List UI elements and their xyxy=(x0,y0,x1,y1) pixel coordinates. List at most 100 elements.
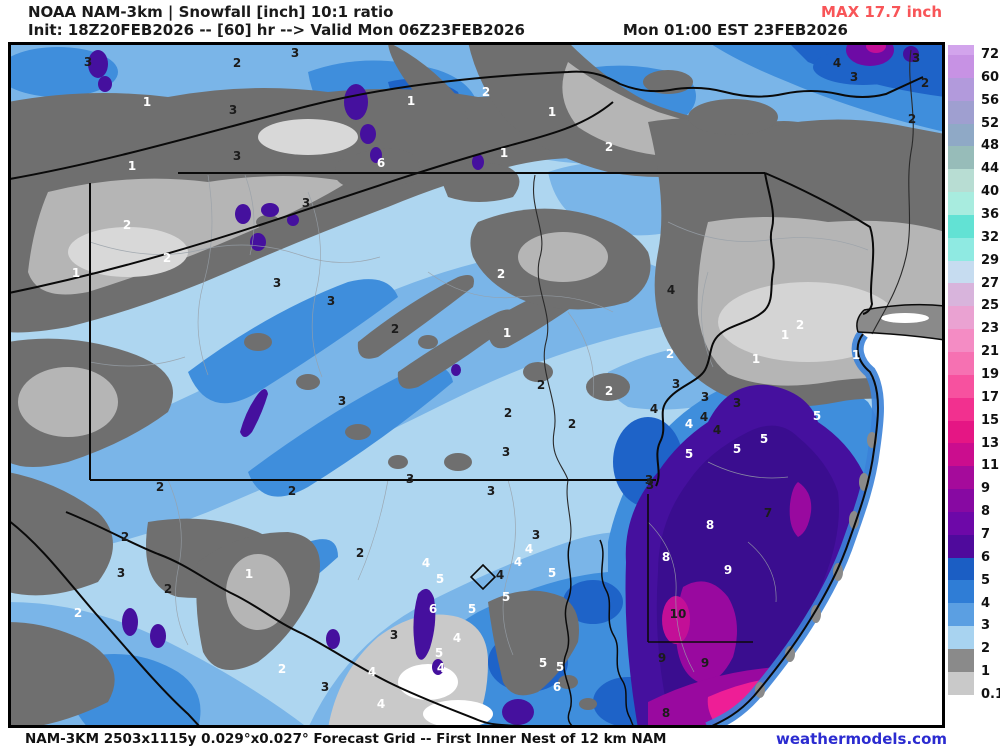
contour-label: 2 xyxy=(288,484,296,498)
contour-label: 3 xyxy=(502,445,510,459)
colorbar-tick-label: 72 xyxy=(981,47,1000,62)
contour-label: 2 xyxy=(123,218,131,232)
contour-label: 8 xyxy=(662,706,670,720)
contour-label: 1 xyxy=(245,567,253,581)
contour-label: 4 xyxy=(713,423,721,437)
contour-label: 2 xyxy=(908,112,916,126)
colorbar-segment xyxy=(948,351,974,375)
colorbar-segment xyxy=(948,511,974,535)
contour-label: 5 xyxy=(435,646,443,660)
contour-label: 4 xyxy=(377,697,385,711)
contour-label: 3 xyxy=(532,528,540,542)
colorbar-segment xyxy=(948,283,974,307)
contour-label: 2 xyxy=(504,406,512,420)
colorbar-tick-label: 4 xyxy=(981,595,991,611)
colorbar-tick-label: 8 xyxy=(981,504,991,520)
colorbar-tick-label: 27 xyxy=(981,275,1000,291)
contour-label: 2 xyxy=(482,85,490,99)
contour-label: 1 xyxy=(500,146,508,160)
county-lines xyxy=(89,174,869,673)
colorbar-tick-label: 7 xyxy=(981,527,991,542)
colorbar-tick-label: 36 xyxy=(981,207,1000,222)
contour-label: 4 xyxy=(437,661,445,675)
colorbar-tick-label: 1 xyxy=(981,664,991,680)
contour-label: 5 xyxy=(685,447,693,461)
contour-label: 4 xyxy=(833,56,841,70)
colorbar-tick-label: 60 xyxy=(981,69,1000,85)
colorbar-segment xyxy=(948,374,974,398)
contour-label: 5 xyxy=(436,572,444,586)
contour-label: 8 xyxy=(662,550,670,564)
contour-label: 1 xyxy=(143,95,151,109)
colorbar xyxy=(948,45,974,695)
contour-label: 3 xyxy=(912,51,920,65)
contour-label: 2 xyxy=(921,76,929,90)
rivers xyxy=(533,49,914,543)
colorbar-segment xyxy=(948,466,974,490)
contour-label: 3 xyxy=(117,566,125,580)
contour-label: 1 xyxy=(781,328,789,342)
colorbar-segment xyxy=(948,626,974,649)
contour-label: 6 xyxy=(377,156,385,170)
colorbar-tick-label: 52 xyxy=(981,115,1000,131)
contour-label: 4 xyxy=(453,631,461,645)
colorbar-tick-label: 32 xyxy=(981,229,1000,245)
contour-label: 5 xyxy=(813,409,821,423)
colorbar-segment xyxy=(948,648,974,672)
contour-label: 5 xyxy=(468,602,476,616)
contour-label: 1 xyxy=(128,159,136,173)
contour-label: 2 xyxy=(164,582,172,596)
colorbar-segment xyxy=(948,329,974,352)
colorbar-segment xyxy=(948,100,974,124)
colorbar-segment xyxy=(948,397,974,421)
colorbar-tick-label: 48 xyxy=(981,138,1000,154)
colorbar-tick-label: 21 xyxy=(981,344,1000,360)
colorbar-tick-label: 29 xyxy=(981,252,1000,268)
contour-label: 10 xyxy=(670,607,687,621)
contour-label: 5 xyxy=(502,590,510,604)
contour-label: 4 xyxy=(422,556,430,570)
contour-label: 4 xyxy=(496,568,504,582)
colorbar-tick-label: 44 xyxy=(981,161,1000,177)
colorbar-tick-label: 25 xyxy=(981,298,1000,314)
contour-label: 5 xyxy=(539,656,547,670)
colorbar-tick-label: 0.1 xyxy=(981,687,1000,702)
contour-label: 2 xyxy=(156,480,164,494)
model-title: NOAA NAM-3km | Snowfall [inch] 10:1 rati… xyxy=(28,3,394,21)
contour-label: 2 xyxy=(121,530,129,544)
contour-label: 3 xyxy=(390,628,398,642)
contour-label: 1 xyxy=(503,326,511,340)
contour-label: 2 xyxy=(605,140,613,154)
contour-label: 1 xyxy=(893,336,901,350)
contour-label: 1 xyxy=(407,94,415,108)
grid-info: NAM-3KM 2503x1115y 0.029°x0.027° Forecas… xyxy=(25,731,667,747)
colorbar-tick-label: 9 xyxy=(981,481,991,497)
contour-label: 3 xyxy=(850,70,858,84)
map-frame xyxy=(8,42,945,728)
contour-label: 1 xyxy=(72,266,80,280)
contour-label: 9 xyxy=(701,656,709,670)
colorbar-segment xyxy=(948,146,974,170)
contour-label: 3 xyxy=(229,103,237,117)
colorbar-segment xyxy=(948,260,974,284)
contour-label: 5 xyxy=(548,566,556,580)
contour-label: 6 xyxy=(553,680,561,694)
contour-label: 3 xyxy=(327,294,335,308)
contour-label: 4 xyxy=(685,417,693,431)
colorbar-tick-label: 40 xyxy=(981,184,1000,200)
contour-label: 4 xyxy=(514,555,522,569)
contour-label: 3 xyxy=(701,390,709,404)
colorbar-tick-label: 6 xyxy=(981,549,991,565)
contour-label: 2 xyxy=(74,606,82,620)
contour-label: 4 xyxy=(700,410,708,424)
colorbar-segment xyxy=(948,214,974,238)
colorbar-segment xyxy=(948,489,974,512)
colorbar-tick-label: 2 xyxy=(981,641,991,657)
contour-label: 9 xyxy=(658,651,666,665)
colorbar-tick-label: 15 xyxy=(981,412,1000,428)
colorbar-tick-label: 56 xyxy=(981,92,1000,108)
contour-label: 1 xyxy=(752,352,760,366)
colorbar-segment xyxy=(948,534,974,558)
